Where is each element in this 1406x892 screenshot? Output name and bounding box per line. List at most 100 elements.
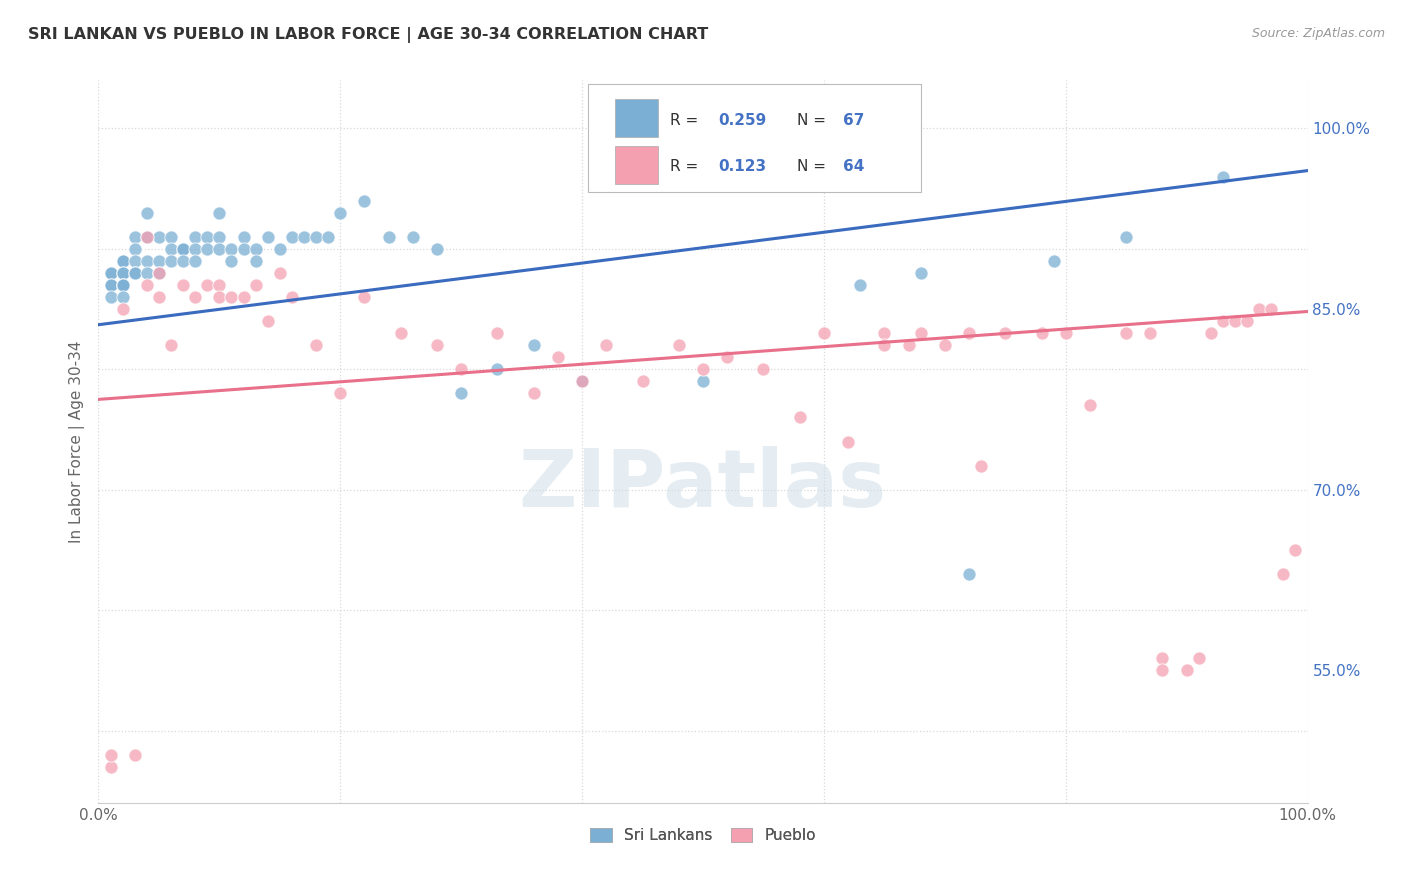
Point: [910, 326, 932, 341]
Point: [184, 290, 207, 304]
Point: [426, 338, 449, 352]
Point: [124, 266, 146, 280]
Point: [571, 375, 593, 389]
Point: [111, 254, 134, 268]
Point: [184, 230, 207, 244]
Point: [100, 278, 122, 293]
Point: [148, 266, 170, 280]
Point: [245, 254, 267, 268]
Point: [873, 326, 896, 341]
Point: [245, 242, 267, 256]
Point: [523, 338, 546, 352]
Point: [221, 242, 243, 256]
FancyBboxPatch shape: [614, 100, 658, 137]
Text: R =: R =: [671, 112, 703, 128]
Point: [1115, 326, 1137, 341]
Point: [1175, 664, 1198, 678]
Point: [111, 278, 134, 293]
Point: [450, 386, 472, 401]
Point: [160, 242, 183, 256]
Point: [111, 301, 134, 317]
Point: [160, 230, 183, 244]
Point: [1223, 314, 1246, 328]
Point: [523, 386, 546, 401]
Point: [160, 338, 183, 352]
Point: [1152, 651, 1174, 665]
Point: [353, 194, 375, 208]
Point: [1188, 651, 1211, 665]
Point: [148, 254, 170, 268]
Text: Source: ZipAtlas.com: Source: ZipAtlas.com: [1251, 27, 1385, 40]
Point: [910, 266, 932, 280]
Point: [111, 266, 134, 280]
Point: [100, 760, 122, 774]
Point: [111, 254, 134, 268]
Point: [970, 458, 993, 473]
Point: [195, 278, 218, 293]
Point: [111, 266, 134, 280]
Point: [124, 266, 146, 280]
Text: ZIPatlas: ZIPatlas: [519, 446, 887, 524]
Point: [232, 242, 254, 256]
Text: N =: N =: [797, 160, 831, 175]
Point: [221, 290, 243, 304]
Point: [716, 350, 738, 364]
Point: [172, 254, 194, 268]
Point: [135, 266, 157, 280]
Point: [232, 290, 254, 304]
Point: [789, 410, 811, 425]
Point: [934, 338, 956, 352]
Point: [195, 230, 218, 244]
Point: [100, 266, 122, 280]
Point: [752, 362, 775, 376]
Point: [329, 205, 352, 219]
Point: [1260, 301, 1282, 317]
Point: [100, 278, 122, 293]
Point: [195, 242, 218, 256]
Point: [1212, 169, 1234, 184]
Point: [668, 338, 690, 352]
Point: [595, 338, 617, 352]
Point: [208, 230, 231, 244]
Point: [256, 230, 278, 244]
Y-axis label: In Labor Force | Age 30-34: In Labor Force | Age 30-34: [69, 340, 84, 543]
Point: [172, 278, 194, 293]
Point: [571, 375, 593, 389]
Point: [994, 326, 1017, 341]
Point: [1236, 314, 1258, 328]
Point: [245, 278, 267, 293]
Point: [837, 434, 859, 449]
Point: [160, 254, 183, 268]
Point: [1249, 301, 1271, 317]
Point: [124, 242, 146, 256]
Point: [172, 242, 194, 256]
FancyBboxPatch shape: [588, 84, 921, 193]
Legend: Sri Lankans, Pueblo: Sri Lankans, Pueblo: [583, 822, 823, 849]
Point: [402, 230, 425, 244]
Text: 0.259: 0.259: [718, 112, 766, 128]
Point: [111, 290, 134, 304]
Point: [208, 242, 231, 256]
Point: [316, 230, 339, 244]
Point: [208, 290, 231, 304]
Point: [111, 278, 134, 293]
Point: [1139, 326, 1161, 341]
Point: [124, 254, 146, 268]
Point: [486, 326, 509, 341]
Point: [184, 254, 207, 268]
Text: 67: 67: [844, 112, 865, 128]
Point: [184, 242, 207, 256]
Point: [269, 242, 291, 256]
Point: [813, 326, 835, 341]
Point: [281, 290, 304, 304]
Point: [208, 205, 231, 219]
Point: [1115, 230, 1137, 244]
Point: [124, 230, 146, 244]
Point: [1199, 326, 1222, 341]
Point: [631, 375, 654, 389]
Text: R =: R =: [671, 160, 703, 175]
Point: [377, 230, 399, 244]
Point: [1152, 664, 1174, 678]
Point: [1212, 314, 1234, 328]
Point: [957, 326, 980, 341]
